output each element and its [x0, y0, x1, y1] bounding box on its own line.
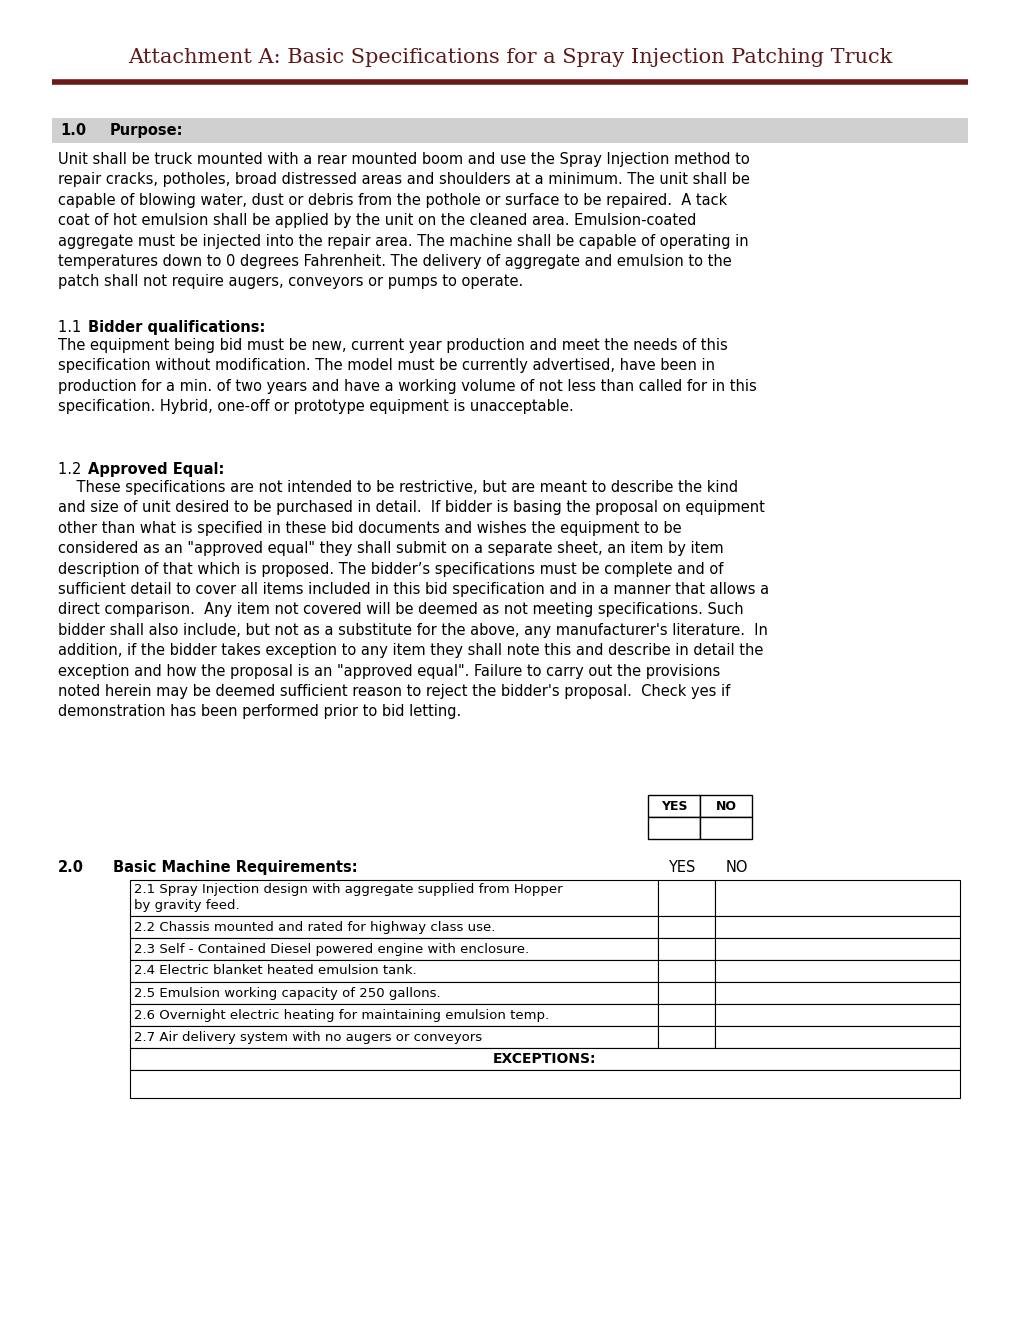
Text: 2.5 Emulsion working capacity of 250 gallons.: 2.5 Emulsion working capacity of 250 gal… [133, 986, 440, 999]
Text: 1.0: 1.0 [60, 123, 86, 139]
Bar [129, 1005, 657, 1026]
Bar [714, 982, 959, 1005]
Bar [714, 1005, 959, 1026]
Bar [699, 795, 751, 817]
Bar [129, 1048, 959, 1071]
Text: The equipment being bid must be new, current year production and meet the needs : The equipment being bid must be new, cur… [58, 338, 756, 414]
Text: 2.6 Overnight electric heating for maintaining emulsion temp.: 2.6 Overnight electric heating for maint… [133, 1008, 548, 1022]
Text: 2.3 Self - Contained Diesel powered engine with enclosure.: 2.3 Self - Contained Diesel powered engi… [133, 942, 529, 956]
Text: NO: NO [714, 800, 736, 813]
Text: Unit shall be truck mounted with a rear mounted boom and use the Spray Injection: Unit shall be truck mounted with a rear … [58, 152, 749, 289]
Text: EXCEPTIONS:: EXCEPTIONS: [493, 1052, 596, 1067]
Bar [129, 982, 657, 1005]
Bar [714, 960, 959, 982]
Text: 2.2 Chassis mounted and rated for highway class use.: 2.2 Chassis mounted and rated for highwa… [133, 920, 495, 933]
Text: Basic Machine Requirements:: Basic Machine Requirements: [113, 861, 358, 875]
Text: 2.7 Air delivery system with no augers or conveyors: 2.7 Air delivery system with no augers o… [133, 1031, 482, 1044]
Text: NO: NO [726, 861, 748, 875]
Bar [714, 916, 959, 939]
Bar [657, 1026, 714, 1048]
Bar [52, 117, 967, 143]
Text: 1.1: 1.1 [58, 319, 86, 335]
Text: 2.0: 2.0 [58, 861, 84, 875]
Bar [714, 1026, 959, 1048]
Bar [647, 817, 699, 840]
Bar [129, 1071, 959, 1098]
Bar [657, 916, 714, 939]
Text: 2.4 Electric blanket heated emulsion tank.: 2.4 Electric blanket heated emulsion tan… [133, 965, 416, 978]
Bar [129, 880, 657, 916]
Bar [699, 817, 751, 840]
Bar [129, 960, 657, 982]
Text: Bidder qualifications:: Bidder qualifications: [88, 319, 265, 335]
Bar [657, 939, 714, 960]
Bar [647, 795, 699, 817]
Bar [657, 1005, 714, 1026]
Bar [129, 939, 657, 960]
Text: Approved Equal:: Approved Equal: [88, 462, 224, 477]
Bar [657, 982, 714, 1005]
Bar [657, 880, 714, 916]
Bar [129, 1026, 657, 1048]
Bar [657, 960, 714, 982]
Text: 1.2: 1.2 [58, 462, 86, 477]
Bar [714, 939, 959, 960]
Bar [129, 916, 657, 939]
Text: YES: YES [660, 800, 687, 813]
Bar [714, 880, 959, 916]
Text: YES: YES [667, 861, 695, 875]
Text: Purpose:: Purpose: [110, 123, 183, 139]
Text: 2.1 Spray Injection design with aggregate supplied from Hopper
by gravity feed.: 2.1 Spray Injection design with aggregat… [133, 883, 562, 912]
Text: Attachment A: Basic Specifications for a Spray Injection Patching Truck: Attachment A: Basic Specifications for a… [127, 48, 892, 67]
Text: These specifications are not intended to be restrictive, but are meant to descri: These specifications are not intended to… [58, 480, 768, 719]
